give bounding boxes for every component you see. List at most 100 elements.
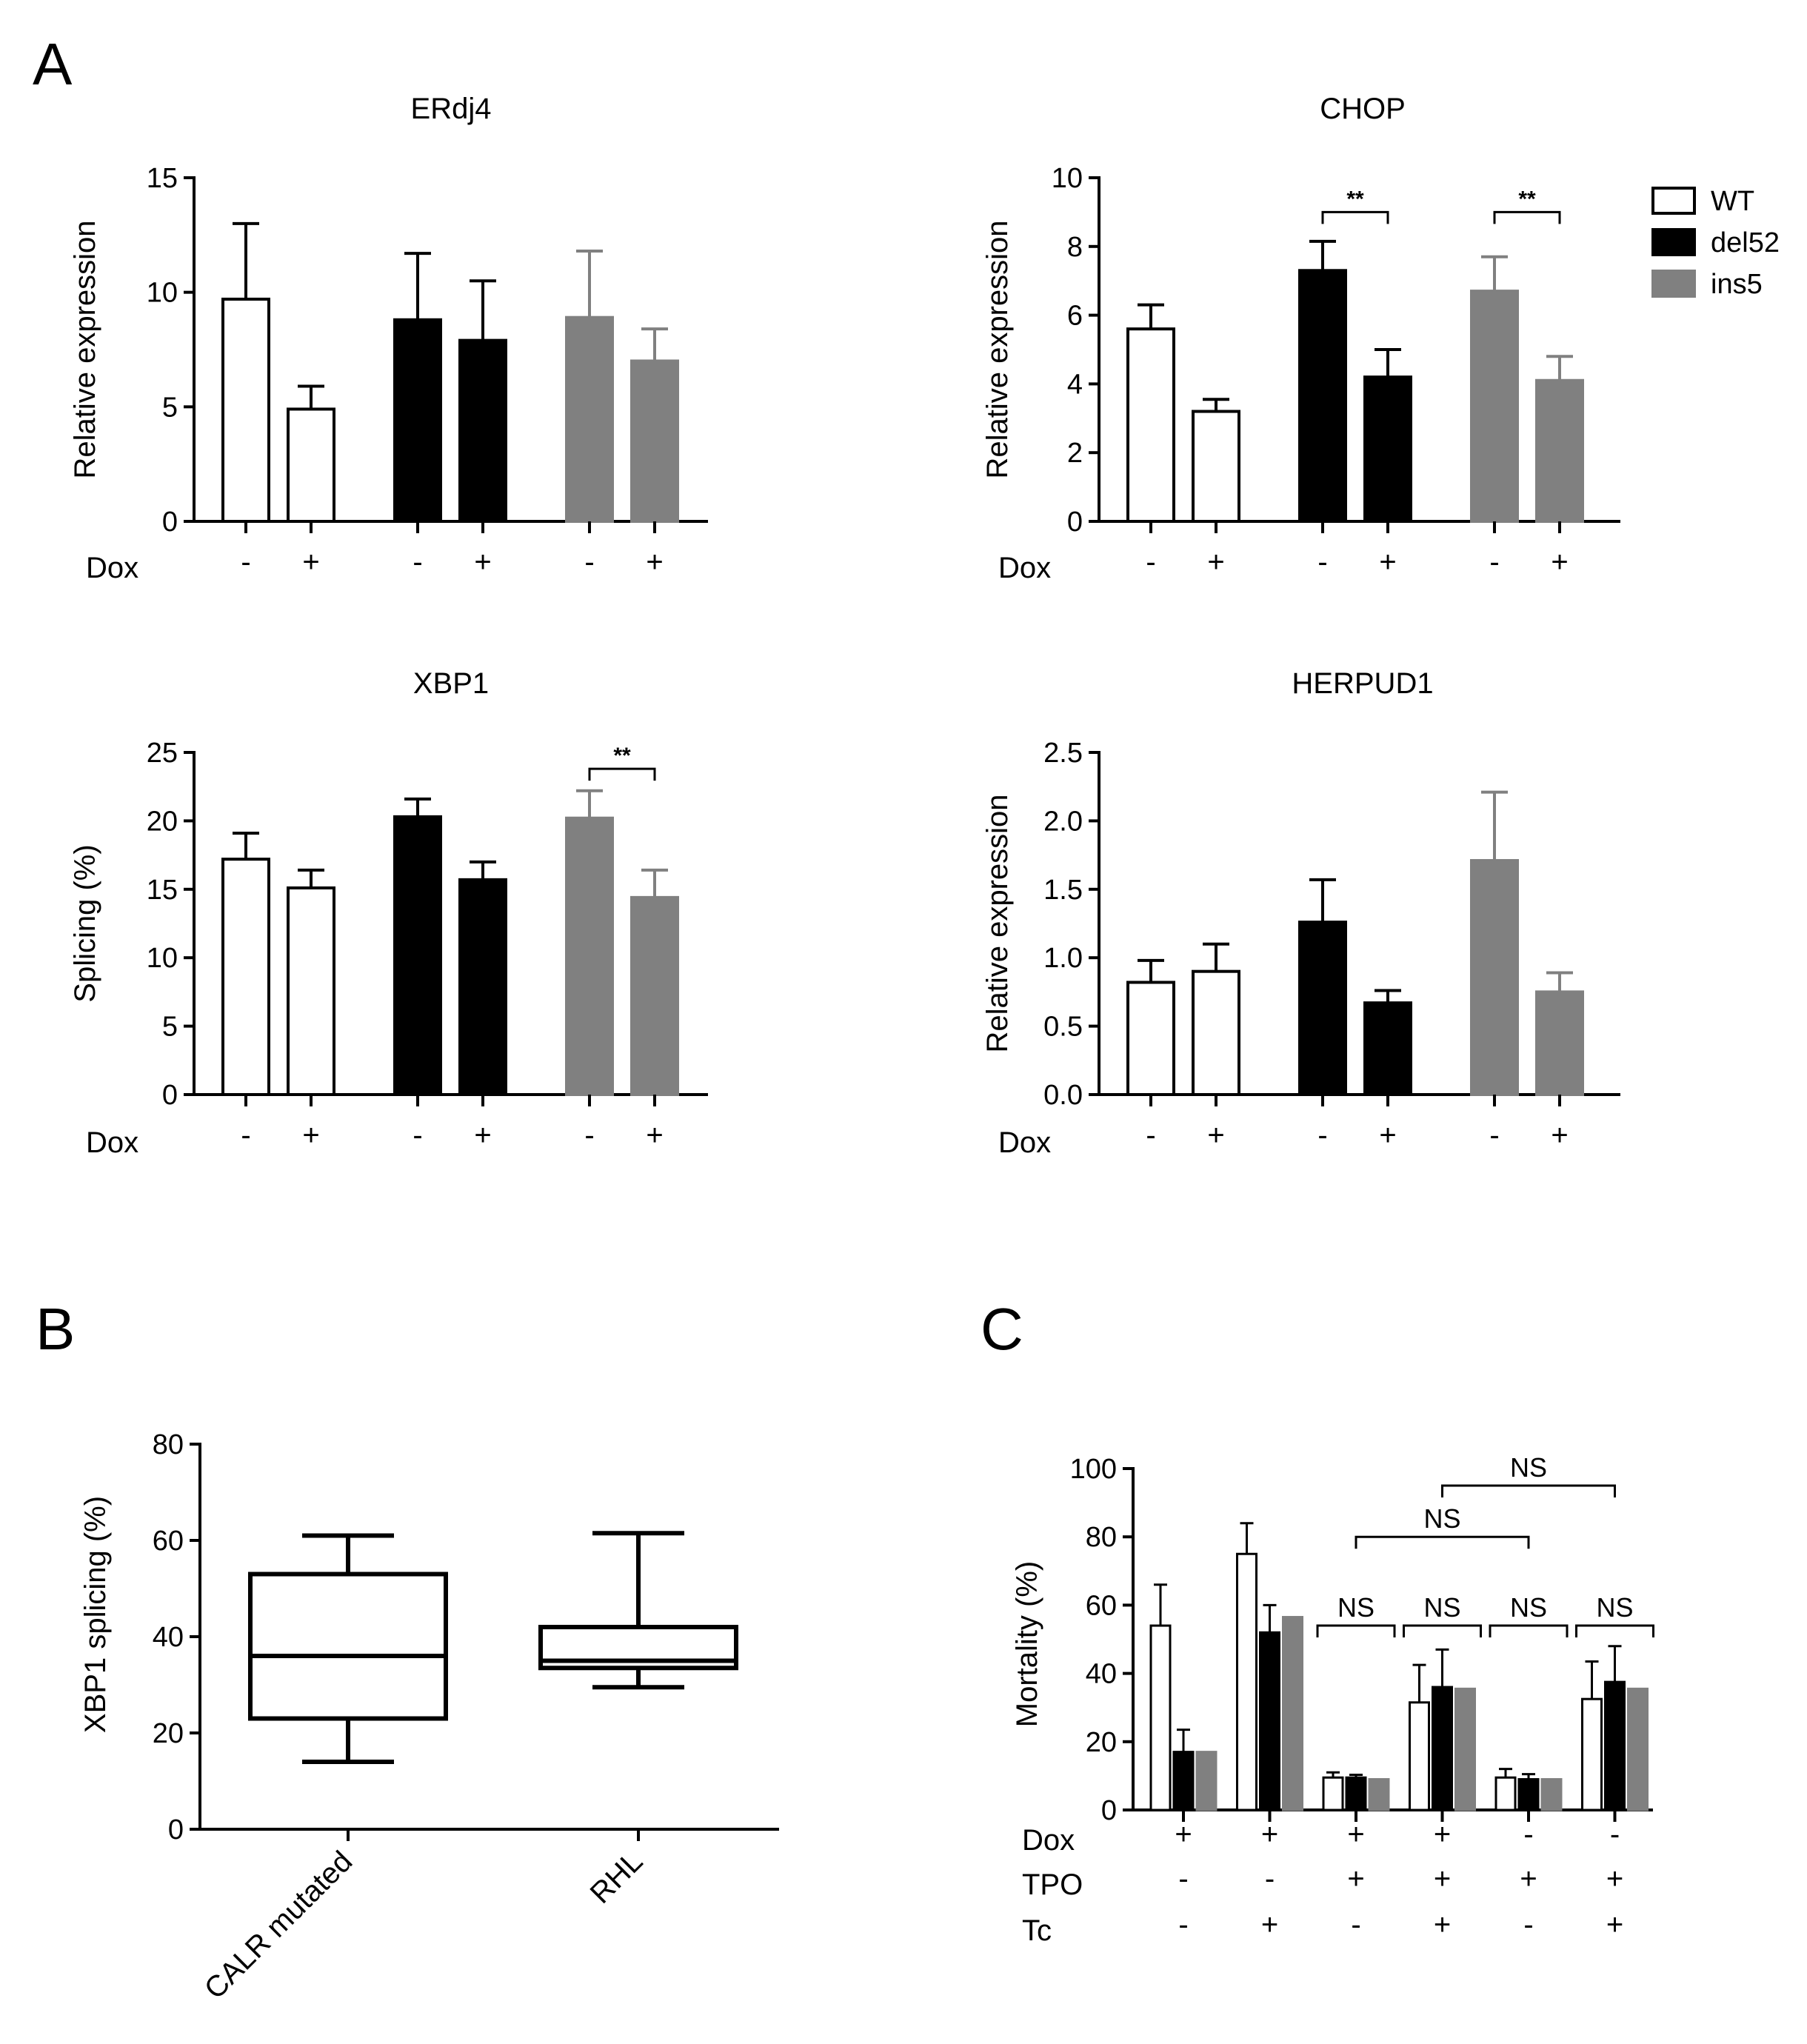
legend-swatch-del52 <box>1651 228 1696 256</box>
y-tick-label: 80 <box>153 1429 184 1460</box>
condition-sign: + <box>1434 1818 1451 1851</box>
significance-label: NS <box>1337 1592 1375 1623</box>
panel-label-c: C <box>981 1296 1023 1362</box>
y-tick-label: 0 <box>168 1814 184 1846</box>
y-tick-label: 8 <box>1067 232 1083 263</box>
y-tick-label: 10 <box>147 278 178 309</box>
bar-del52-nodox <box>393 815 442 1096</box>
bar-ins5-dox <box>1535 378 1584 524</box>
bar-WT-dox <box>287 407 335 524</box>
bar-ins5-nodox <box>1470 290 1519 523</box>
chop-chart: CHOP Relative expression 0 2 4 6 8 10 Dox - + - + - + *… <box>981 93 1620 584</box>
dox-sign: + <box>474 1119 491 1152</box>
y-tick-label: 20 <box>153 1718 184 1749</box>
significance-label: NS <box>1423 1592 1460 1623</box>
bar-ins5 <box>1368 1778 1390 1811</box>
dox-sign: - <box>1146 546 1155 578</box>
y-tick-label: 15 <box>147 163 178 194</box>
significance-bracket <box>1403 1624 1482 1638</box>
bar-WT-dox <box>287 886 335 1097</box>
y-tick-label: 5 <box>162 1012 178 1043</box>
legend: WT del52 ins5 <box>1651 186 1780 300</box>
bar-WT-dox <box>1192 969 1240 1097</box>
y-tick-label: 1.5 <box>1043 875 1083 906</box>
bar-del52-dox <box>1363 1001 1412 1096</box>
y-tick-label: 20 <box>1086 1727 1117 1758</box>
dox-sign: + <box>1207 1119 1224 1152</box>
y-axis-label: Relative expression <box>981 794 1014 1052</box>
bar-ins5-dox <box>630 359 679 524</box>
dox-sign: - <box>241 1119 250 1152</box>
bar-del52 <box>1345 1776 1367 1811</box>
bar-WT <box>1581 1697 1603 1811</box>
significance-label: NS <box>1510 1452 1547 1483</box>
bar-del52-dox <box>458 878 507 1096</box>
chart-title: XBP1 <box>413 667 489 700</box>
x-tick-label: CALR mutated <box>198 1845 359 2005</box>
dox-sign: + <box>1379 1119 1396 1152</box>
y-tick-label: 4 <box>1067 369 1083 400</box>
chart-title: CHOP <box>1320 93 1406 125</box>
y-axis-label: Mortality (%) <box>1011 1561 1043 1727</box>
dox-sign: - <box>1489 546 1499 578</box>
significance-label: ** <box>1346 187 1364 211</box>
significance-label: ** <box>1518 187 1536 211</box>
condition-label: Dox <box>86 1126 138 1159</box>
mortality-chart: 0 20 40 60 80 100 Mortality (%) Dox + + + + - - TPO - - +… <box>1011 1452 1654 1947</box>
bar-del52 <box>1432 1686 1453 1811</box>
dox-sign: + <box>1551 546 1568 578</box>
dox-sign: - <box>412 1119 422 1152</box>
significance-bracket <box>588 767 656 781</box>
bar-del52 <box>1604 1680 1626 1811</box>
dox-sign: - <box>241 546 250 578</box>
y-axis-label: Relative expression <box>69 220 101 478</box>
condition-label: Dox <box>998 552 1051 584</box>
y-tick-label: 80 <box>1086 1522 1117 1553</box>
bar-ins5 <box>1282 1616 1303 1811</box>
chart-title: HERPUD1 <box>1292 667 1433 700</box>
condition-label: Dox <box>998 1126 1051 1159</box>
bar-ins5 <box>1540 1778 1563 1811</box>
legend-label-WT: WT <box>1711 186 1754 217</box>
bar-WT-nodox <box>221 297 270 523</box>
significance-bracket <box>1575 1624 1654 1638</box>
condition-sign: + <box>1347 1818 1364 1851</box>
y-tick-label: 20 <box>147 806 178 837</box>
condition-sign: - <box>1523 1908 1533 1941</box>
bar-del52-dox <box>458 338 507 524</box>
legend-label-del52: del52 <box>1711 227 1780 258</box>
y-tick-label: 60 <box>1086 1590 1117 1621</box>
condition-label-dox: Dox <box>1022 1824 1075 1857</box>
y-tick-label: 0.5 <box>1043 1012 1083 1043</box>
x-tick-label: RHL <box>584 1845 649 1910</box>
dox-sign: + <box>646 546 663 578</box>
bar-WT <box>1322 1776 1344 1811</box>
y-axis-label: XBP1 splicing (%) <box>79 1496 112 1733</box>
legend-swatch-ins5 <box>1651 270 1696 298</box>
dox-sign: + <box>646 1119 663 1152</box>
y-tick-label: 60 <box>153 1526 184 1557</box>
dox-sign: + <box>302 546 319 578</box>
condition-sign: + <box>1606 1908 1623 1941</box>
bar-WT-nodox <box>221 858 270 1097</box>
dox-sign: + <box>1551 1119 1568 1152</box>
bar-del52 <box>1517 1778 1540 1811</box>
dox-sign: + <box>474 546 491 578</box>
bar-ins5 <box>1627 1687 1649 1811</box>
bar-WT <box>1149 1624 1172 1811</box>
bar-del52-dox <box>1363 375 1412 523</box>
significance-label: ** <box>613 744 631 768</box>
condition-sign: + <box>1606 1863 1623 1895</box>
box-iqr <box>248 1572 448 1721</box>
condition-label-tpo: TPO <box>1022 1868 1083 1901</box>
bar-del52 <box>1172 1751 1195 1811</box>
y-tick-label: 0.0 <box>1043 1080 1083 1111</box>
bar-WT-dox <box>1192 410 1240 524</box>
y-tick-label: 2.5 <box>1043 738 1083 769</box>
y-tick-label: 25 <box>147 738 178 769</box>
y-tick-label: 15 <box>147 875 178 906</box>
y-tick-label: 6 <box>1067 301 1083 332</box>
condition-sign: + <box>1520 1863 1537 1895</box>
bar-ins5-nodox <box>1470 858 1519 1096</box>
dox-sign: + <box>302 1119 319 1152</box>
